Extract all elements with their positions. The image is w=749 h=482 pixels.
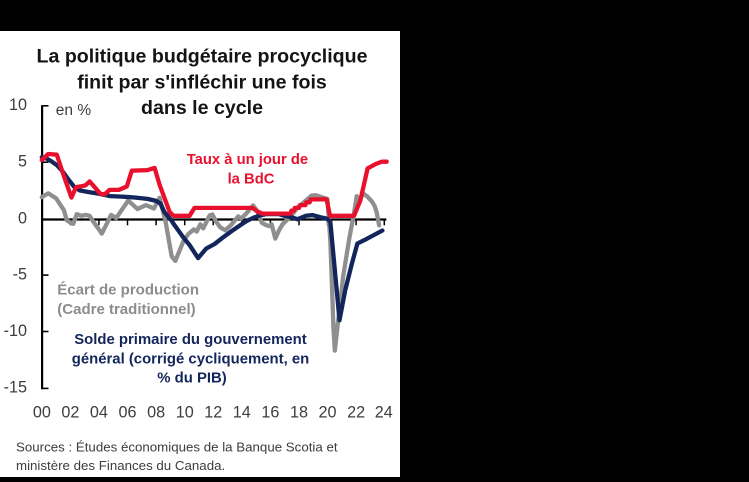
- svg-text:12: 12: [204, 404, 222, 422]
- svg-text:la BdC: la BdC: [228, 171, 275, 187]
- svg-text:ministère des Finances du Cana: ministère des Finances du Canada.: [16, 458, 225, 473]
- svg-text:(Cadre traditionnel): (Cadre traditionnel): [57, 301, 195, 318]
- svg-text:16: 16: [261, 404, 279, 422]
- svg-text:-10: -10: [4, 322, 27, 340]
- svg-text:14: 14: [233, 404, 251, 422]
- svg-text:Sources : Études économiques d: Sources : Études économiques de la Banqu…: [16, 439, 338, 454]
- svg-text:5: 5: [18, 153, 27, 171]
- svg-text:dans le cycle: dans le cycle: [141, 97, 263, 119]
- svg-text:général (corrigé cycliquement,: général (corrigé cycliquement, en: [72, 351, 310, 367]
- svg-text:06: 06: [118, 404, 136, 422]
- svg-text:10: 10: [176, 404, 194, 422]
- svg-text:24: 24: [375, 404, 393, 422]
- svg-text:Solde primaire du gouvernement: Solde primaire du gouvernement: [74, 332, 307, 348]
- svg-text:00: 00: [33, 404, 51, 422]
- svg-text:0: 0: [18, 210, 27, 228]
- svg-text:08: 08: [147, 404, 165, 422]
- svg-text:-15: -15: [4, 379, 27, 397]
- svg-text:22: 22: [347, 404, 365, 422]
- svg-text:en %: en %: [56, 102, 92, 119]
- svg-text:18: 18: [290, 404, 308, 422]
- svg-text:02: 02: [61, 404, 79, 422]
- svg-text:Taux à un jour de: Taux à un jour de: [187, 152, 308, 168]
- svg-text:04: 04: [90, 404, 108, 422]
- svg-text:-5: -5: [13, 265, 27, 283]
- svg-text:Écart de production: Écart de production: [57, 282, 199, 299]
- svg-text:10: 10: [9, 96, 27, 114]
- svg-text:20: 20: [318, 404, 336, 422]
- svg-text:% du PIB): % du PIB): [157, 371, 227, 387]
- svg-text:La politique budgétaire procyc: La politique budgétaire procyclique: [37, 46, 368, 68]
- svg-text:finit par s'infléchir une fois: finit par s'infléchir une fois: [77, 71, 327, 93]
